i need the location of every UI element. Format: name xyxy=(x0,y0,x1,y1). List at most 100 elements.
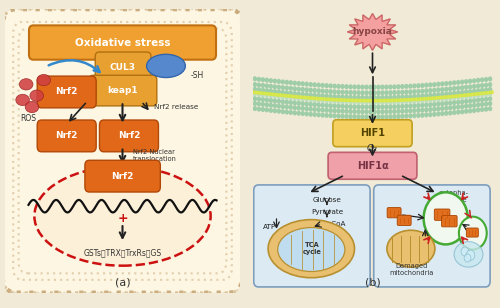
Circle shape xyxy=(464,85,468,90)
Circle shape xyxy=(424,112,428,117)
Circle shape xyxy=(320,107,325,113)
Text: ROS: ROS xyxy=(20,114,36,123)
Circle shape xyxy=(420,107,424,113)
Circle shape xyxy=(284,110,289,115)
Circle shape xyxy=(456,86,460,91)
Circle shape xyxy=(336,103,341,109)
Circle shape xyxy=(448,91,452,96)
Circle shape xyxy=(364,95,368,100)
Circle shape xyxy=(372,114,376,120)
Circle shape xyxy=(480,102,484,107)
Circle shape xyxy=(372,95,376,100)
Circle shape xyxy=(388,100,392,105)
Circle shape xyxy=(284,99,289,105)
Text: TCA
cycle: TCA cycle xyxy=(302,242,322,255)
Circle shape xyxy=(368,104,372,110)
Circle shape xyxy=(452,91,456,96)
Circle shape xyxy=(416,103,420,108)
Circle shape xyxy=(400,90,404,95)
Circle shape xyxy=(380,85,384,90)
Circle shape xyxy=(308,102,313,107)
Circle shape xyxy=(356,84,360,90)
Circle shape xyxy=(436,98,440,102)
Circle shape xyxy=(440,106,444,111)
Circle shape xyxy=(328,83,333,88)
Circle shape xyxy=(332,94,337,99)
Circle shape xyxy=(440,81,444,87)
Circle shape xyxy=(336,99,340,104)
Circle shape xyxy=(392,104,396,109)
Circle shape xyxy=(488,92,492,97)
Circle shape xyxy=(408,113,412,119)
Circle shape xyxy=(468,79,472,84)
Circle shape xyxy=(256,77,261,82)
Text: +: + xyxy=(117,212,128,225)
Circle shape xyxy=(456,96,460,100)
Circle shape xyxy=(436,102,440,107)
Circle shape xyxy=(252,106,257,111)
Circle shape xyxy=(452,96,456,101)
Circle shape xyxy=(436,111,440,116)
Circle shape xyxy=(264,107,269,112)
Text: O₂: O₂ xyxy=(367,144,378,153)
Circle shape xyxy=(484,93,488,97)
Circle shape xyxy=(424,107,428,112)
Circle shape xyxy=(352,84,356,89)
Circle shape xyxy=(400,95,404,99)
FancyBboxPatch shape xyxy=(333,120,412,147)
Circle shape xyxy=(264,97,269,103)
FancyBboxPatch shape xyxy=(2,9,242,293)
Circle shape xyxy=(280,90,285,95)
Circle shape xyxy=(360,109,364,114)
Circle shape xyxy=(392,90,396,95)
Ellipse shape xyxy=(278,228,345,271)
Circle shape xyxy=(340,104,345,109)
Circle shape xyxy=(412,113,416,118)
Circle shape xyxy=(432,98,436,103)
Circle shape xyxy=(292,86,297,91)
Circle shape xyxy=(384,95,388,100)
Circle shape xyxy=(452,105,456,110)
Circle shape xyxy=(376,95,380,100)
Circle shape xyxy=(340,95,345,99)
Circle shape xyxy=(376,85,380,90)
Circle shape xyxy=(432,112,436,117)
FancyBboxPatch shape xyxy=(434,209,450,220)
Circle shape xyxy=(324,99,328,103)
Circle shape xyxy=(356,95,360,100)
Circle shape xyxy=(472,78,476,83)
Circle shape xyxy=(276,109,281,114)
Circle shape xyxy=(296,106,301,111)
Circle shape xyxy=(268,78,273,83)
Circle shape xyxy=(424,99,428,103)
Circle shape xyxy=(284,80,289,85)
Circle shape xyxy=(488,106,492,111)
Circle shape xyxy=(384,104,388,109)
Circle shape xyxy=(368,100,372,105)
Circle shape xyxy=(292,91,297,96)
Circle shape xyxy=(456,80,460,85)
Circle shape xyxy=(352,109,356,114)
Circle shape xyxy=(332,113,337,119)
Circle shape xyxy=(372,85,376,90)
Circle shape xyxy=(368,90,372,95)
Text: Nrf2 release: Nrf2 release xyxy=(154,104,198,110)
Circle shape xyxy=(472,108,476,113)
Circle shape xyxy=(316,107,321,112)
Circle shape xyxy=(452,110,456,115)
Circle shape xyxy=(340,90,345,95)
FancyBboxPatch shape xyxy=(442,216,457,227)
Circle shape xyxy=(300,87,305,92)
Circle shape xyxy=(297,97,300,101)
Circle shape xyxy=(392,95,396,100)
Circle shape xyxy=(340,114,345,119)
Circle shape xyxy=(472,89,476,94)
Circle shape xyxy=(288,110,293,115)
Circle shape xyxy=(424,83,428,88)
Circle shape xyxy=(292,105,297,110)
Circle shape xyxy=(320,113,325,118)
FancyBboxPatch shape xyxy=(397,215,411,225)
Circle shape xyxy=(412,99,416,104)
Circle shape xyxy=(324,89,329,94)
Circle shape xyxy=(476,83,480,88)
